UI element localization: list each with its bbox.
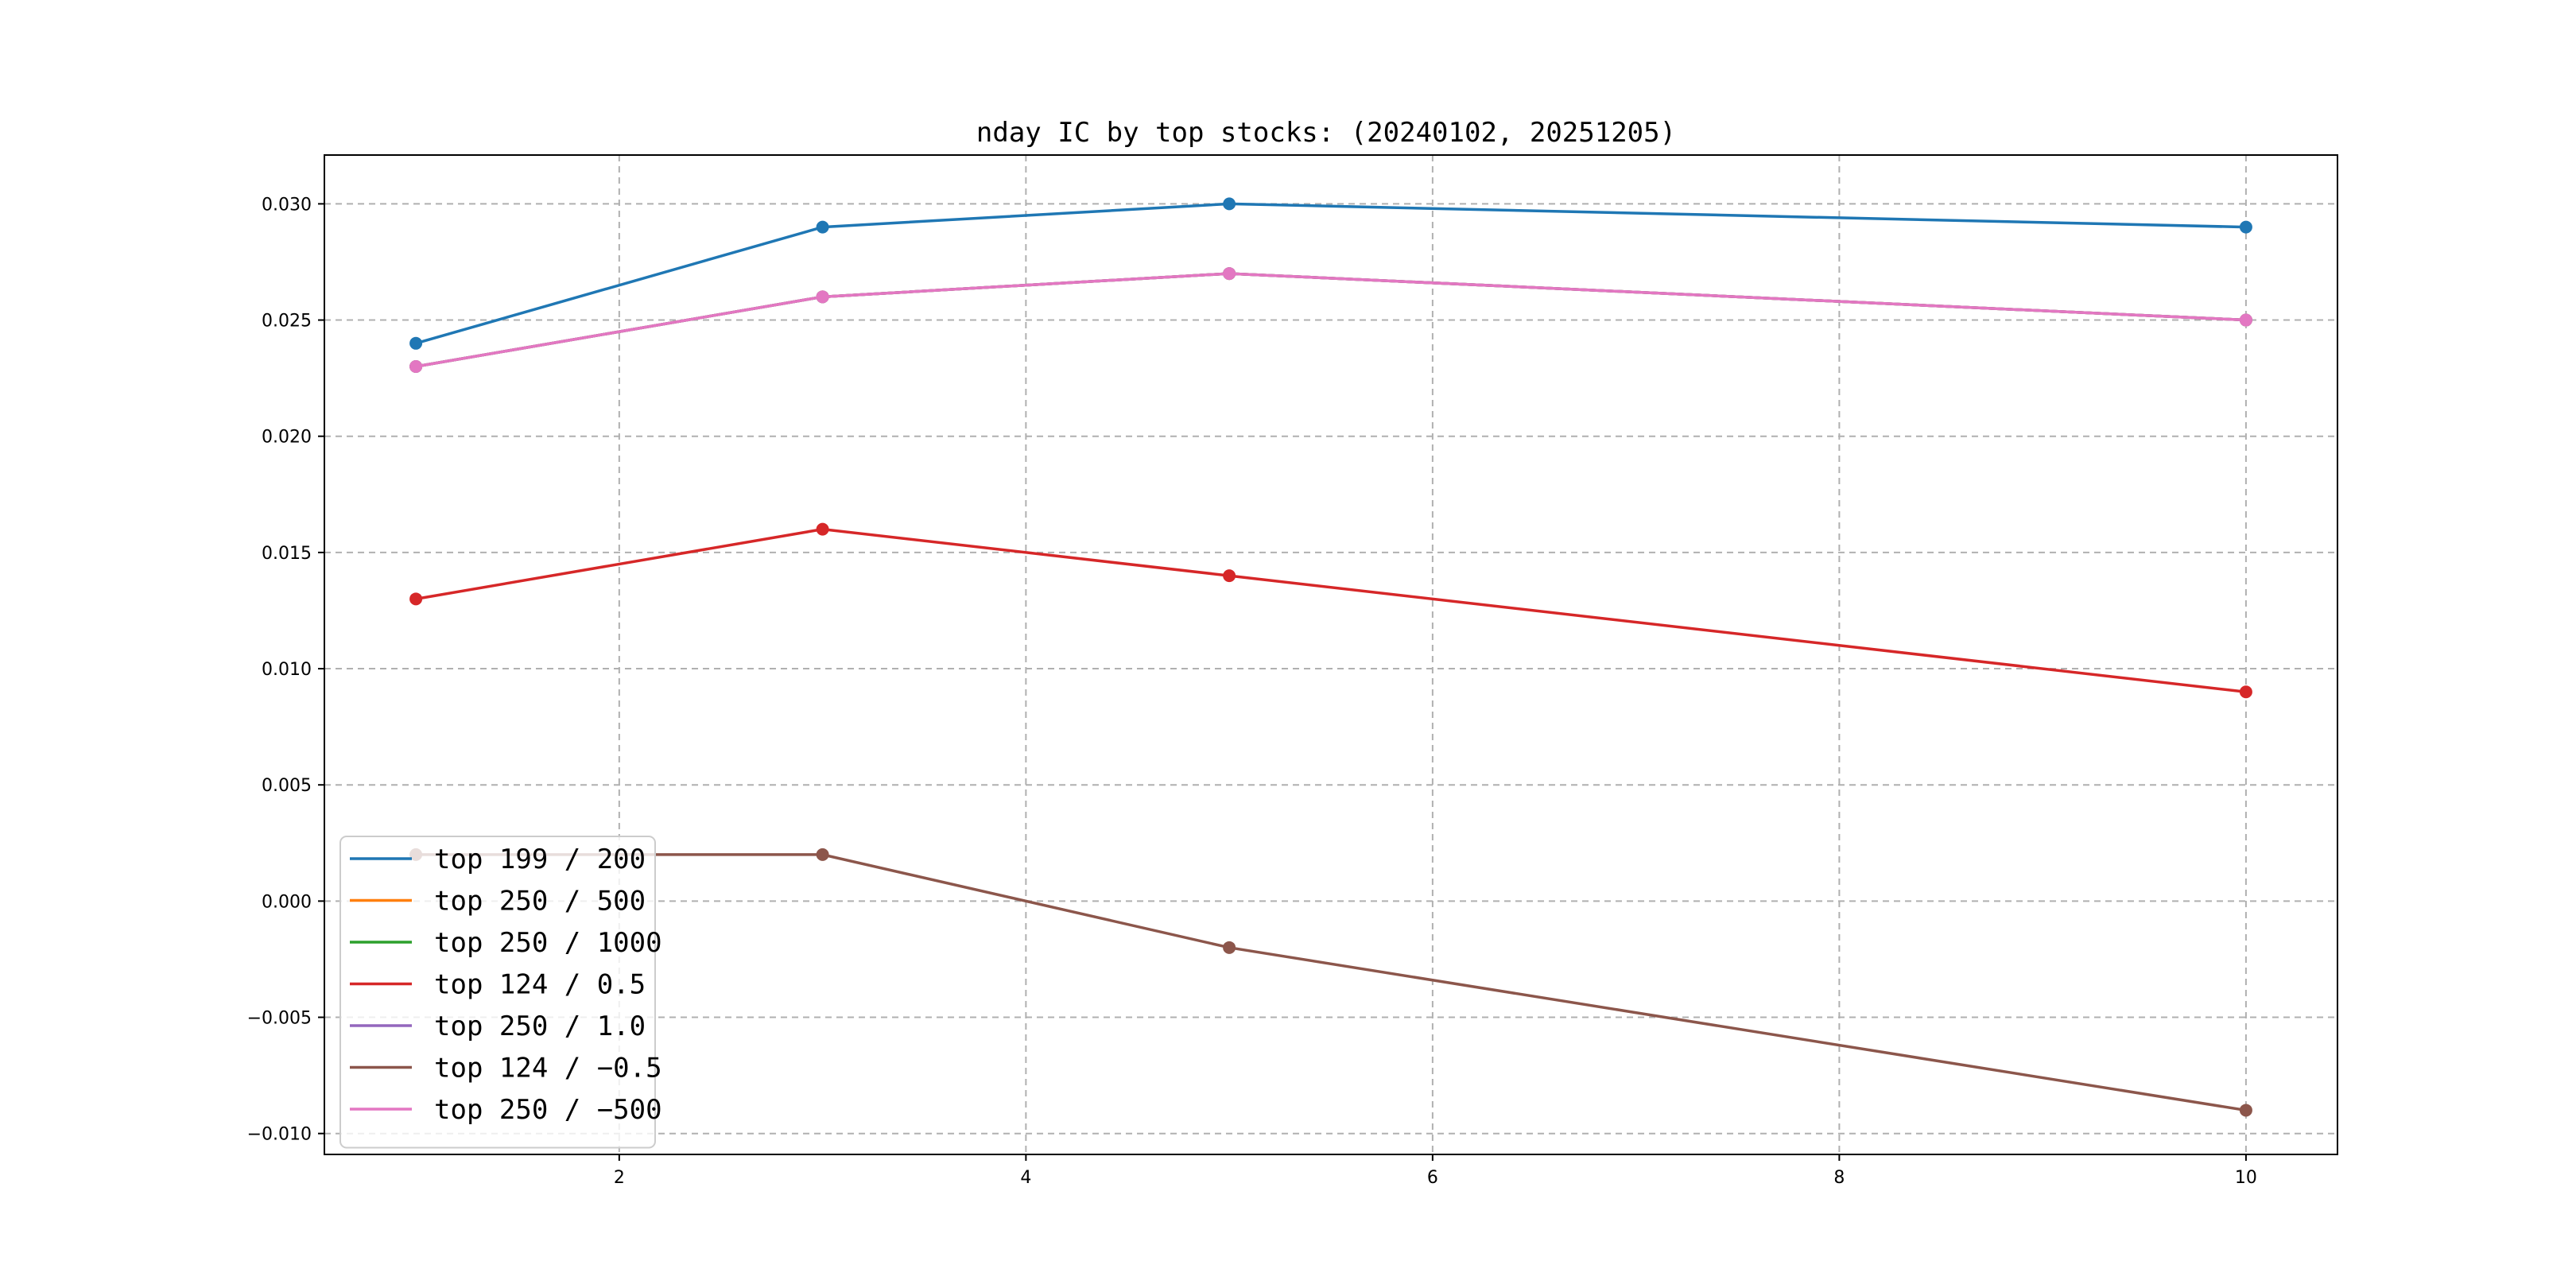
legend-item: top 250 / −500	[350, 1094, 662, 1126]
legend-label: top 250 / 1.0	[434, 1011, 646, 1042]
data-point	[1223, 267, 1236, 281]
data-point	[409, 360, 423, 374]
legend-box	[339, 836, 656, 1149]
y-tick-label: 0.015	[262, 544, 312, 564]
series-line	[415, 527, 2247, 694]
series-line	[415, 202, 2246, 345]
x-tick-label: 2	[614, 1168, 625, 1188]
x-tick-label: 4	[1020, 1168, 1031, 1188]
data-point	[816, 290, 829, 304]
grid-lines	[324, 155, 2337, 1154]
legend: top 199 / 200 top 250 / 500 top 250 / 1000…	[339, 836, 662, 1149]
plot-frame	[324, 154, 2338, 1155]
series-3	[409, 522, 2252, 699]
data-point	[2239, 1104, 2252, 1117]
y-tick-label: 0.005	[262, 776, 312, 796]
legend-item: top 250 / 500	[350, 886, 646, 918]
series-line	[416, 853, 2247, 1112]
series-lines	[409, 197, 2252, 1117]
legend-item: top 199 / 200	[350, 844, 646, 875]
series-line	[415, 272, 2246, 368]
data-point	[1223, 569, 1236, 583]
data-point	[409, 336, 423, 350]
y-tick-label: 0.010	[262, 660, 312, 680]
series-0	[409, 197, 2252, 350]
legend-item: top 124 / 0.5	[350, 969, 646, 1001]
data-point	[1223, 941, 1236, 954]
y-tick-label: −0.010	[247, 1125, 312, 1145]
y-tick-label: 0.000	[262, 892, 312, 912]
chart-title: nday IC by top stocks: (20240102, 202512…	[976, 117, 1676, 149]
legend-label: top 250 / −500	[434, 1094, 662, 1126]
data-point	[816, 220, 829, 234]
y-tick-label: 0.030	[262, 195, 312, 215]
data-point	[2239, 220, 2252, 234]
data-point	[1223, 197, 1236, 211]
x-tick-label: 8	[1833, 1168, 1845, 1188]
series-5	[409, 848, 2252, 1117]
data-point	[816, 848, 829, 861]
legend-label: top 250 / 1000	[434, 927, 662, 959]
legend-item: top 250 / 1.0	[350, 1011, 646, 1042]
legend-label: top 124 / −0.5	[434, 1053, 662, 1084]
data-point	[409, 592, 423, 606]
axis-ticks: 2 4 6 8 10 −0.010 −0.005 0.000 0.005 0.010 0.015 0.…	[247, 195, 2257, 1188]
y-tick-label: −0.005	[247, 1009, 312, 1029]
data-point	[816, 522, 829, 536]
x-tick-label: 6	[1427, 1168, 1438, 1188]
y-tick-label: 0.020	[262, 428, 312, 448]
legend-label: top 124 / 0.5	[434, 969, 646, 1001]
x-tick-label: 10	[2235, 1168, 2257, 1188]
legend-label: top 199 / 200	[434, 844, 646, 875]
legend-label: top 250 / 500	[434, 886, 646, 918]
y-tick-label: 0.025	[262, 312, 312, 332]
data-point	[2239, 685, 2252, 699]
legend-item: top 250 / 1000	[350, 927, 662, 959]
data-point	[2239, 313, 2252, 327]
legend-item: top 124 / −0.5	[350, 1053, 662, 1084]
series-6	[409, 267, 2252, 374]
